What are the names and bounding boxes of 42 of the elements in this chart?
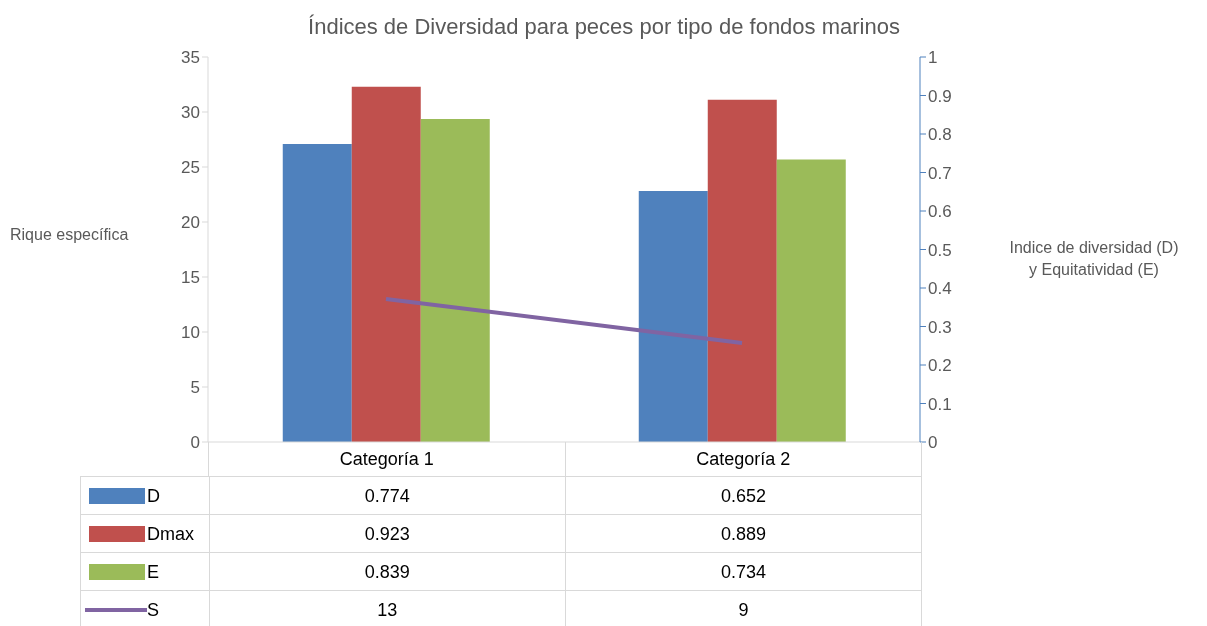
legend-label: Dmax — [147, 523, 195, 545]
data-label: 0.774 — [208, 477, 565, 515]
bar — [776, 159, 846, 442]
y2-axis-title: Indice de diversidad (D) y Equitatividad (E) — [1008, 238, 1180, 280]
data-label: 9 — [564, 591, 921, 626]
y2-tick-label: 0.6 — [928, 202, 952, 222]
data-label: 0.889 — [564, 515, 921, 553]
y2-tick-label: 0 — [928, 433, 938, 453]
legend-label: E — [147, 561, 160, 583]
y-tick-label: 5 — [190, 378, 200, 398]
y-tick-label: 0 — [190, 433, 200, 453]
bar — [351, 86, 421, 442]
data-label: 0.734 — [564, 553, 921, 591]
bar — [707, 99, 777, 442]
y-tick-label: 25 — [181, 158, 200, 178]
y2-tick-label: 0.3 — [928, 317, 952, 337]
legend-label: D — [147, 485, 160, 507]
y-axis-title: Rique específica — [10, 226, 129, 244]
x-tick-label: Categoría 2 — [564, 442, 921, 476]
data-label: 0.839 — [208, 553, 565, 591]
y-tick-label: 30 — [181, 103, 200, 123]
y2-tick-label: 0.5 — [928, 240, 952, 260]
y2-tick-label: 1 — [928, 48, 938, 68]
y2-tick-label: 0.2 — [928, 356, 952, 376]
y2-tick-label: 0.8 — [928, 125, 952, 145]
y2-tick-label: 0.4 — [928, 279, 952, 299]
y-tick-label: 35 — [181, 48, 200, 68]
legend-label: S — [147, 599, 160, 621]
chart-title: Índices de Diversidad para peces por tipo de fondos marinos — [307, 14, 901, 40]
y-tick-label: 20 — [181, 213, 200, 233]
x-tick-label: Categoría 1 — [338, 448, 435, 471]
y2-tick-label: 0.9 — [928, 86, 952, 106]
y-tick-label: 15 — [181, 268, 200, 288]
bar — [420, 118, 490, 442]
y2-tick-label: 0.7 — [928, 163, 952, 183]
data-label: 0.923 — [208, 515, 565, 553]
y2-tick-label: 0.1 — [928, 394, 952, 414]
bar — [638, 190, 708, 442]
bar — [282, 144, 352, 442]
data-label: 0.652 — [564, 477, 921, 515]
y-tick-label: 10 — [181, 323, 200, 343]
data-label: 13 — [208, 591, 565, 626]
